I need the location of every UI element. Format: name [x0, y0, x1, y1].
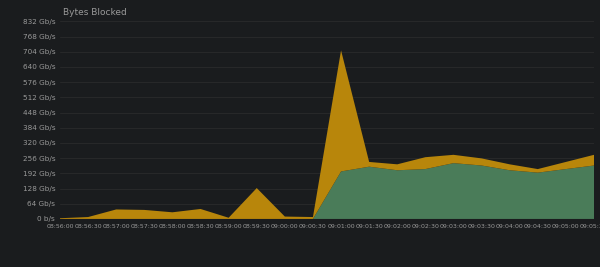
Text: Bytes Blocked: Bytes Blocked — [62, 8, 127, 17]
